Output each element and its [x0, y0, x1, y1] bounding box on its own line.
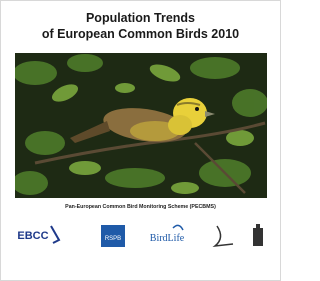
logos: EBCC RSPB BirdLife [1, 216, 280, 256]
scheme-name: Pan-European Common Bird Monitoring Sche… [1, 204, 280, 210]
logo-text: EBCC [17, 230, 48, 242]
cover: Population Trends of European Common Bir… [0, 0, 281, 281]
title-line: Population Trends [1, 11, 280, 26]
photo [15, 53, 267, 198]
logo-text: RSPB [105, 236, 121, 242]
title-line: of European Common Birds 2010 [1, 27, 280, 42]
logo-text: BirdLife [150, 233, 185, 244]
